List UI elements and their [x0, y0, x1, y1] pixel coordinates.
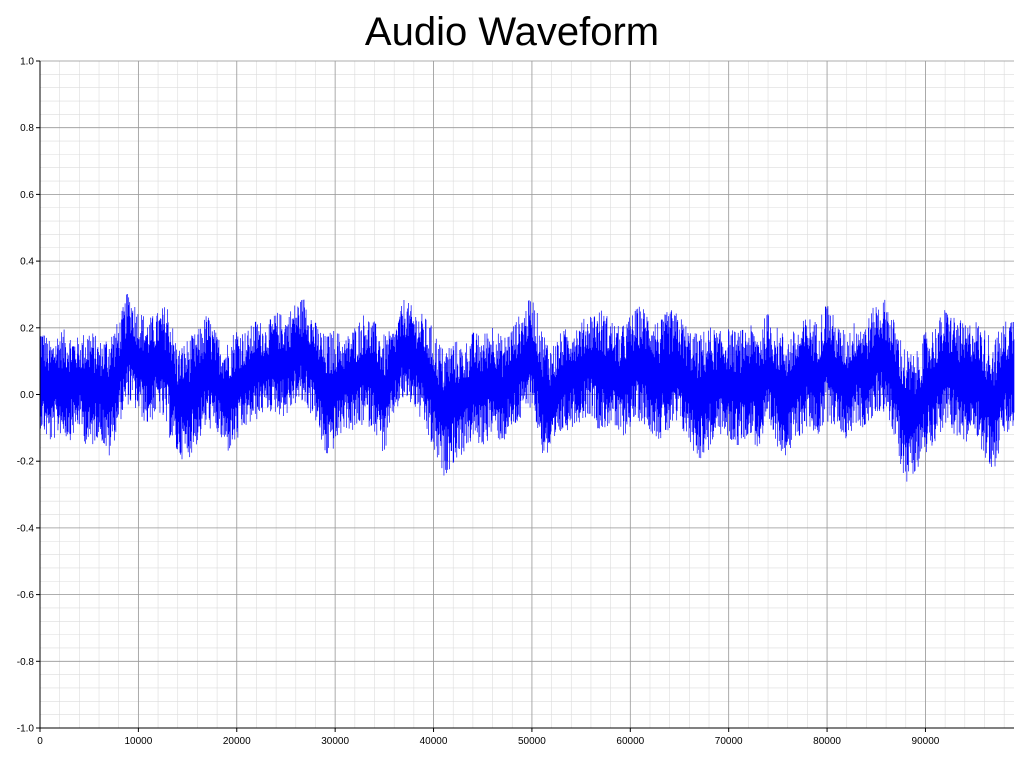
x-tick-label: 60000	[616, 736, 644, 747]
x-tick-label: 40000	[420, 736, 448, 747]
x-tick-label: 10000	[124, 736, 152, 747]
y-tick-label: -0.2	[17, 457, 35, 468]
x-tick-label: 80000	[813, 736, 841, 747]
y-tick-label: -0.8	[17, 657, 35, 668]
y-tick-label: 1.0	[20, 57, 34, 68]
y-tick-label: -0.6	[17, 590, 35, 601]
y-axis-ticks: 1.0 0.8 0.6 0.4 0.2 0.0 -0.2 -0.4 -0.6 -0.8 -1.0	[17, 57, 40, 735]
waveform-line	[39, 294, 1015, 482]
chart-title: Audio Waveform	[364, 10, 660, 54]
x-tick-label: 0	[37, 736, 43, 747]
y-tick-label: 0.2	[20, 323, 34, 334]
y-tick-label: 0.0	[20, 390, 34, 401]
y-tick-label: 0.6	[20, 190, 34, 201]
y-tick-label: -1.0	[17, 724, 35, 735]
y-tick-label: -0.4	[17, 523, 35, 534]
x-tick-label: 70000	[715, 736, 743, 747]
x-tick-label: 50000	[518, 736, 546, 747]
x-tick-label: 30000	[321, 736, 349, 747]
y-tick-label: 0.4	[20, 257, 34, 268]
x-tick-label: 90000	[912, 736, 940, 747]
waveform-series	[39, 294, 1015, 482]
x-tick-label: 20000	[223, 736, 251, 747]
x-axis-ticks: 0 10000 20000 30000 40000 50000 60000 70000 8000…	[37, 728, 940, 747]
y-tick-label: 0.8	[20, 123, 34, 134]
